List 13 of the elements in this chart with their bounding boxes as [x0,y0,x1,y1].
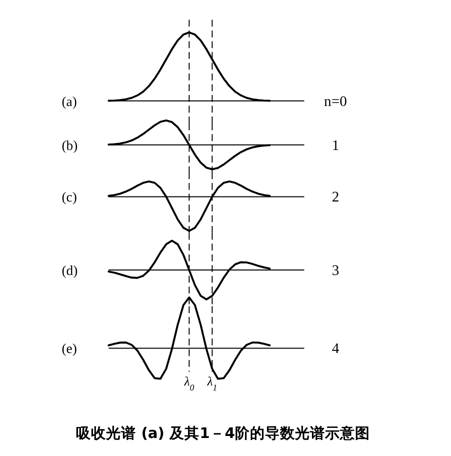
x-tick-label: λ$_{1}$ [206,374,218,392]
text: 1 [332,138,340,154]
text: 3 [332,262,340,279]
text: n=0 [324,94,347,110]
text: (c) [62,190,77,205]
text: (a) [62,94,77,109]
text: 4 [332,341,340,358]
text: 2 [332,190,340,206]
text: (b) [62,138,78,153]
text: (e) [62,341,77,356]
x-tick-label: λ$_{0}$ [183,374,195,392]
text: (d) [62,262,78,278]
text: 吸收光谱 (a) 及其1－4阶的导数光谱示意图 [76,424,370,442]
